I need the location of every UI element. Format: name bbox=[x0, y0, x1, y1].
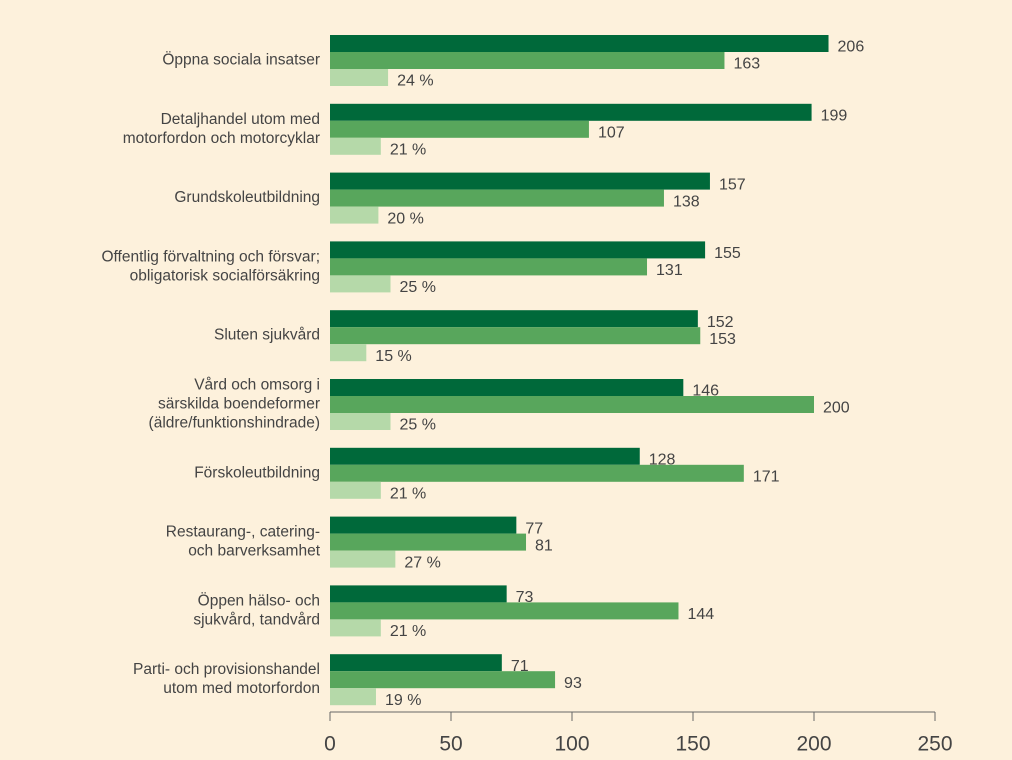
value-label: 21 % bbox=[390, 486, 426, 503]
value-label: 15 % bbox=[375, 348, 411, 365]
bar bbox=[330, 344, 367, 362]
value-label: 27 % bbox=[404, 554, 440, 571]
value-label: 77 bbox=[525, 520, 543, 537]
value-label: 107 bbox=[598, 125, 625, 142]
value-label: 157 bbox=[719, 176, 746, 193]
bar bbox=[330, 69, 389, 86]
bar bbox=[330, 103, 812, 121]
value-label: 25 % bbox=[400, 279, 436, 296]
bar bbox=[330, 671, 556, 689]
x-tick-label: 0 bbox=[324, 733, 336, 756]
bar bbox=[330, 120, 589, 138]
bar bbox=[330, 275, 391, 293]
bar bbox=[330, 52, 725, 69]
bar bbox=[330, 310, 698, 328]
category-label: Parti- och provisionshandel utom med moto… bbox=[133, 661, 320, 697]
value-label: 153 bbox=[709, 331, 736, 348]
bar bbox=[330, 602, 679, 620]
bar bbox=[330, 550, 396, 568]
value-label: 152 bbox=[707, 314, 734, 331]
bar bbox=[330, 35, 829, 52]
value-label: 199 bbox=[821, 108, 848, 125]
value-label: 163 bbox=[733, 56, 760, 73]
value-label: 20 % bbox=[387, 210, 423, 227]
x-tick-label: 150 bbox=[675, 733, 710, 756]
bar bbox=[330, 447, 640, 465]
bar bbox=[330, 241, 706, 259]
value-label: 71 bbox=[511, 658, 529, 675]
bar bbox=[330, 258, 648, 276]
x-tick-label: 250 bbox=[917, 733, 952, 756]
bar bbox=[330, 172, 710, 190]
bar bbox=[330, 379, 684, 396]
bar bbox=[330, 585, 507, 603]
bar bbox=[330, 327, 701, 345]
bar bbox=[330, 189, 664, 207]
x-tick-label: 50 bbox=[439, 733, 462, 756]
x-tick-label: 200 bbox=[796, 733, 831, 756]
category-label: Restaurang-, catering-och barverksamhet bbox=[166, 524, 321, 560]
value-label: 128 bbox=[649, 452, 676, 469]
bar bbox=[330, 533, 527, 551]
bar bbox=[330, 619, 381, 637]
value-label: 144 bbox=[687, 606, 714, 623]
bar bbox=[330, 481, 381, 499]
category-label: Grundskoleutbildning bbox=[174, 189, 320, 206]
value-label: 200 bbox=[823, 400, 850, 417]
value-label: 25 % bbox=[400, 417, 436, 434]
value-label: 21 % bbox=[390, 623, 426, 640]
category-label: Förskoleutbildning bbox=[194, 464, 320, 481]
bar bbox=[330, 137, 381, 155]
value-label: 171 bbox=[753, 469, 780, 486]
value-label: 24 % bbox=[397, 73, 433, 90]
bar bbox=[330, 413, 391, 430]
category-label: Öppna sociala insatser bbox=[162, 51, 320, 69]
bar bbox=[330, 654, 502, 672]
bar bbox=[330, 516, 517, 534]
category-label: Sluten sjukvård bbox=[214, 327, 320, 344]
value-label: 81 bbox=[535, 537, 553, 554]
bar bbox=[330, 688, 376, 706]
value-label: 21 % bbox=[390, 142, 426, 159]
value-label: 131 bbox=[656, 262, 683, 279]
category-label: Detaljhandel utom med motorfordon och mot… bbox=[123, 111, 320, 147]
value-label: 73 bbox=[516, 589, 534, 606]
value-label: 138 bbox=[673, 193, 700, 210]
value-label: 93 bbox=[564, 675, 582, 692]
category-label: Offentlig förvaltning och försvar; obliga… bbox=[101, 248, 320, 284]
value-label: 155 bbox=[714, 245, 741, 262]
category-label: Öppen hälso- och sjukvård, tandvård bbox=[193, 591, 320, 628]
category-label: Vård och omsorg i särskilda boendeformer(… bbox=[149, 377, 320, 432]
bar bbox=[330, 206, 379, 224]
x-tick-label: 100 bbox=[554, 733, 589, 756]
value-label: 206 bbox=[838, 39, 865, 56]
value-label: 19 % bbox=[385, 692, 421, 709]
bar bbox=[330, 396, 814, 413]
value-label: 146 bbox=[692, 383, 719, 400]
bar bbox=[330, 464, 744, 482]
